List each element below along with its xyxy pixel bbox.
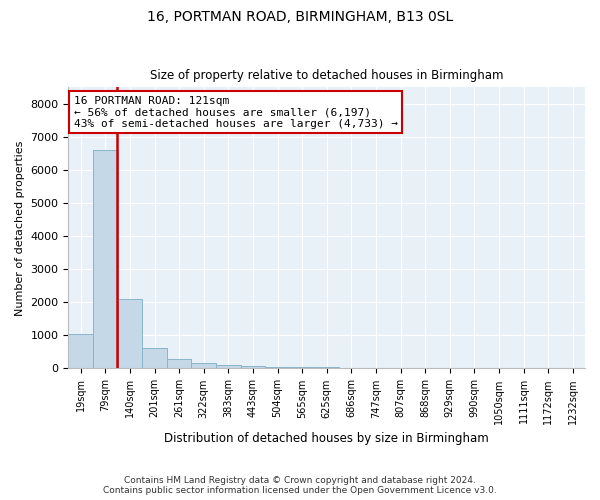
X-axis label: Distribution of detached houses by size in Birmingham: Distribution of detached houses by size … [164,432,489,445]
Bar [314,367,339,368]
Bar [265,366,290,368]
Bar [118,299,142,368]
Bar [93,150,118,368]
Bar [216,365,241,368]
Bar [290,367,314,368]
Bar [241,366,265,368]
Text: 16 PORTMAN ROAD: 121sqm
← 56% of detached houses are smaller (6,197)
43% of semi: 16 PORTMAN ROAD: 121sqm ← 56% of detache… [74,96,398,129]
Bar [167,358,191,368]
Title: Size of property relative to detached houses in Birmingham: Size of property relative to detached ho… [150,69,503,82]
Text: 16, PORTMAN ROAD, BIRMINGHAM, B13 0SL: 16, PORTMAN ROAD, BIRMINGHAM, B13 0SL [147,10,453,24]
Text: Contains HM Land Registry data © Crown copyright and database right 2024.
Contai: Contains HM Land Registry data © Crown c… [103,476,497,495]
Bar [142,348,167,368]
Bar [68,334,93,368]
Y-axis label: Number of detached properties: Number of detached properties [15,140,25,316]
Bar [191,364,216,368]
